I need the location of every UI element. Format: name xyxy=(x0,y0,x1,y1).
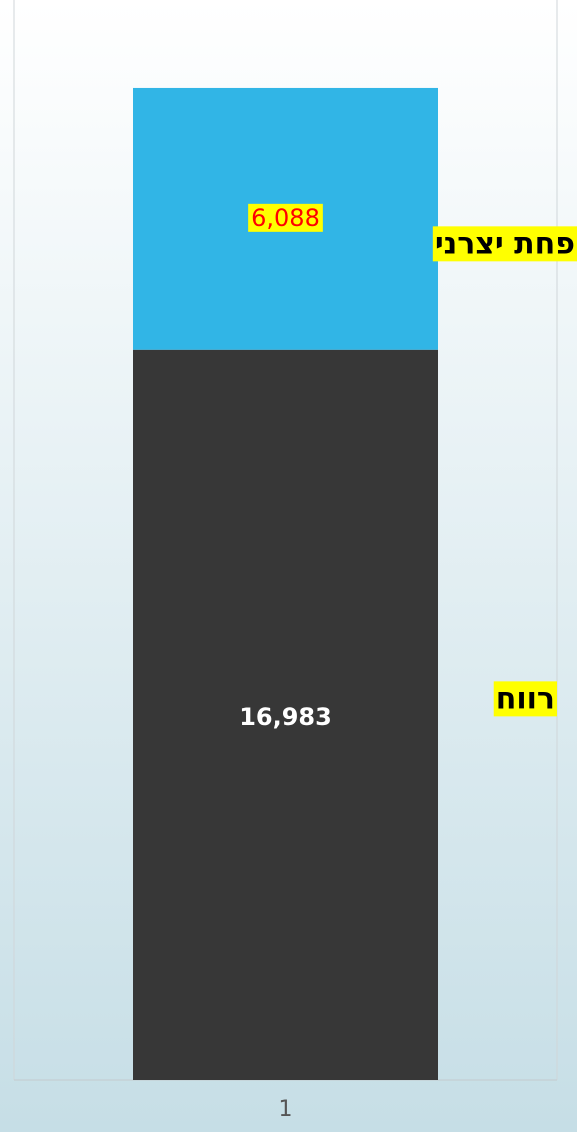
series-label: רווח xyxy=(496,681,555,716)
label-highlight xyxy=(493,681,557,717)
bar-segment xyxy=(133,349,438,1081)
x-tick-label: 1 xyxy=(279,1097,293,1122)
value-label: 6,088 xyxy=(251,204,320,232)
value-label: 16,983 xyxy=(239,703,332,731)
label-highlight xyxy=(432,226,577,262)
series-label: פחת יצרני xyxy=(435,226,575,261)
label-highlight xyxy=(248,203,323,232)
